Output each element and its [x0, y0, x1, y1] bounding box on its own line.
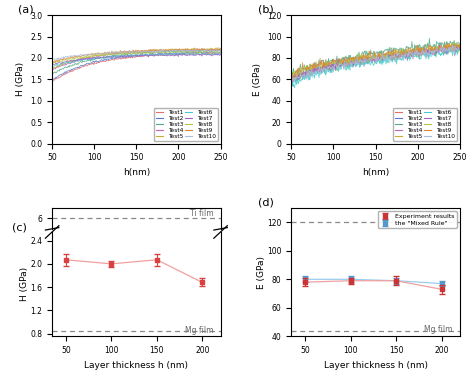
X-axis label: Layer thickness h (nm): Layer thickness h (nm) [84, 361, 188, 370]
Text: Ti film: Ti film [429, 212, 453, 221]
Text: (d): (d) [258, 197, 273, 207]
Y-axis label: E (GPa): E (GPa) [257, 256, 266, 289]
X-axis label: Layer thickness h (nm): Layer thickness h (nm) [324, 361, 428, 370]
Text: (c): (c) [12, 223, 27, 233]
Text: Mg film: Mg film [185, 326, 213, 335]
Text: (a): (a) [18, 5, 34, 14]
X-axis label: h(nm): h(nm) [123, 168, 150, 177]
Text: Ti film: Ti film [190, 209, 213, 218]
Legend: Test1, Test2, Test3, Test4, Test5, Test6, Test7, Test8, Test9, Test10: Test1, Test2, Test3, Test4, Test5, Test6… [393, 108, 457, 141]
Y-axis label: E (GPa): E (GPa) [253, 63, 262, 96]
Legend: Experiment results, the "Mixed Rule": Experiment results, the "Mixed Rule" [378, 211, 456, 228]
Text: (b): (b) [258, 5, 273, 14]
X-axis label: h(nm): h(nm) [362, 168, 389, 177]
Y-axis label: H (GPa): H (GPa) [20, 267, 29, 301]
Text: Mg film: Mg film [424, 325, 453, 333]
Y-axis label: H (GPa): H (GPa) [16, 62, 25, 96]
Legend: Test1, Test2, Test3, Test4, Test5, Test6, Test7, Test8, Test9, Test10: Test1, Test2, Test3, Test4, Test5, Test6… [154, 108, 218, 141]
